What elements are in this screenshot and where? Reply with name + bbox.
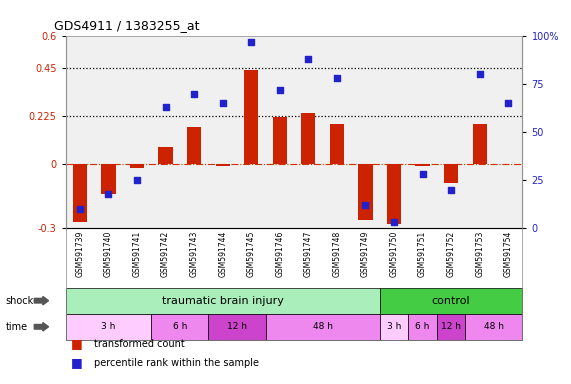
Bar (387, 164, 401, 224)
Bar (130, 164, 144, 168)
Bar (301, 113, 315, 164)
Text: percentile rank within the sample: percentile rank within the sample (94, 358, 259, 368)
Bar (359, 164, 372, 220)
Bar (216, 164, 230, 166)
Point (447, 187, 456, 193)
Point (361, 202, 370, 208)
Point (389, 219, 399, 225)
Text: time: time (6, 322, 28, 332)
Point (475, 71, 484, 78)
Point (218, 100, 227, 106)
Text: transformed count: transformed count (94, 339, 185, 349)
Text: 12 h: 12 h (441, 322, 461, 331)
Point (275, 87, 284, 93)
Bar (444, 164, 458, 183)
Point (132, 177, 142, 183)
Text: GDS4911 / 1383255_at: GDS4911 / 1383255_at (54, 19, 200, 32)
Point (161, 104, 170, 110)
Bar (187, 127, 202, 164)
Bar (330, 124, 344, 164)
Text: control: control (432, 296, 471, 306)
Point (504, 100, 513, 106)
Text: 3 h: 3 h (101, 322, 116, 331)
Text: ■: ■ (71, 337, 83, 350)
Text: 3 h: 3 h (387, 322, 401, 331)
Text: shock: shock (6, 296, 34, 306)
Text: traumatic brain injury: traumatic brain injury (162, 296, 284, 306)
Text: 6 h: 6 h (172, 322, 187, 331)
Point (104, 190, 113, 197)
Bar (416, 164, 430, 166)
Text: 48 h: 48 h (484, 322, 504, 331)
Bar (73, 164, 87, 222)
Bar (244, 70, 258, 164)
Text: 12 h: 12 h (227, 322, 247, 331)
Text: 6 h: 6 h (415, 322, 430, 331)
Text: ■: ■ (71, 356, 83, 369)
Bar (102, 164, 116, 194)
Point (75, 206, 85, 212)
Point (332, 75, 341, 81)
Point (304, 56, 313, 62)
Bar (473, 124, 486, 164)
Text: 48 h: 48 h (312, 322, 333, 331)
Point (418, 171, 427, 177)
Bar (159, 147, 173, 164)
Point (190, 91, 199, 97)
Point (247, 39, 256, 45)
Bar (273, 117, 287, 164)
